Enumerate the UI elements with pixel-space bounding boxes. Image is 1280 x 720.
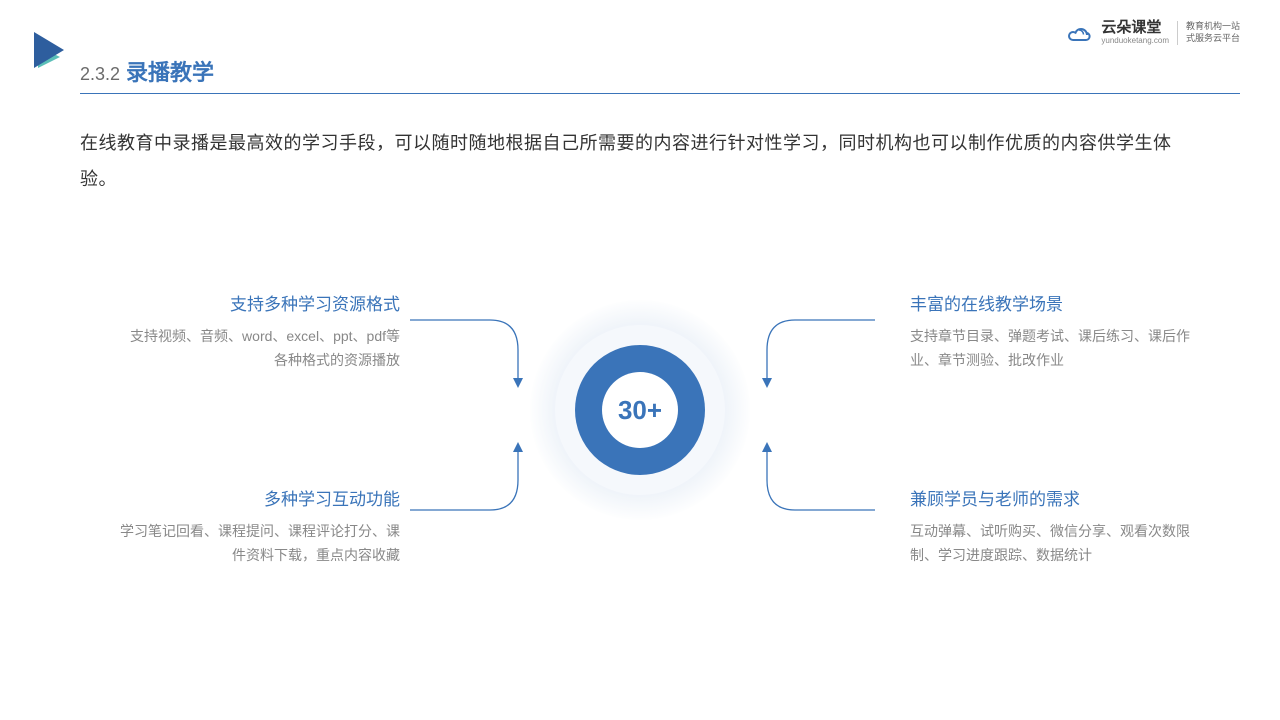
- feature-title: 丰富的在线教学场景: [910, 290, 1190, 315]
- feature-top-right: 丰富的在线教学场景 支持章节目录、弹题考试、课后练习、课后作业、章节测验、批改作…: [910, 290, 1190, 373]
- play-icon: [30, 30, 70, 79]
- logo-url: yunduoketang.com: [1101, 37, 1169, 46]
- feature-title: 多种学习互动功能: [120, 485, 400, 510]
- ring-inner: 30+: [602, 372, 678, 448]
- feature-desc: 支持视频、音频、word、excel、ppt、pdf等各种格式的资源播放: [120, 325, 400, 373]
- section-title: 录播教学: [126, 55, 214, 87]
- feature-desc: 支持章节目录、弹题考试、课后练习、课后作业、章节测验、批改作业: [910, 325, 1190, 373]
- feature-desc: 互动弹幕、试听购买、微信分享、观看次数限制、学习进度跟踪、数据统计: [910, 520, 1190, 568]
- feature-top-left: 支持多种学习资源格式 支持视频、音频、word、excel、ppt、pdf等各种…: [120, 290, 400, 373]
- logo-tagline: 教育机构一站 式服务云平台: [1186, 21, 1240, 44]
- center-circle: 30+: [530, 300, 750, 520]
- logo-divider: [1177, 21, 1178, 45]
- feature-bottom-left: 多种学习互动功能 学习笔记回看、课程提问、课程评论打分、课件资料下载，重点内容收…: [120, 485, 400, 568]
- feature-title: 支持多种学习资源格式: [120, 290, 400, 315]
- logo: 云朵课堂 yunduoketang.com 教育机构一站 式服务云平台: [1065, 20, 1240, 45]
- cloud-icon: [1065, 23, 1093, 43]
- section-header: 2.3.2 录播教学: [80, 55, 1240, 94]
- feature-title: 兼顾学员与老师的需求: [910, 485, 1190, 510]
- logo-brand: 云朵课堂: [1101, 20, 1169, 37]
- feature-bottom-right: 兼顾学员与老师的需求 互动弹幕、试听购买、微信分享、观看次数限制、学习进度跟踪、…: [910, 485, 1190, 568]
- center-value: 30+: [618, 395, 662, 426]
- section-number: 2.3.2: [80, 64, 120, 85]
- feature-desc: 学习笔记回看、课程提问、课程评论打分、课件资料下载，重点内容收藏: [120, 520, 400, 568]
- description-text: 在线教育中录播是最高效的学习手段，可以随时随地根据自己所需要的内容进行针对性学习…: [80, 125, 1200, 197]
